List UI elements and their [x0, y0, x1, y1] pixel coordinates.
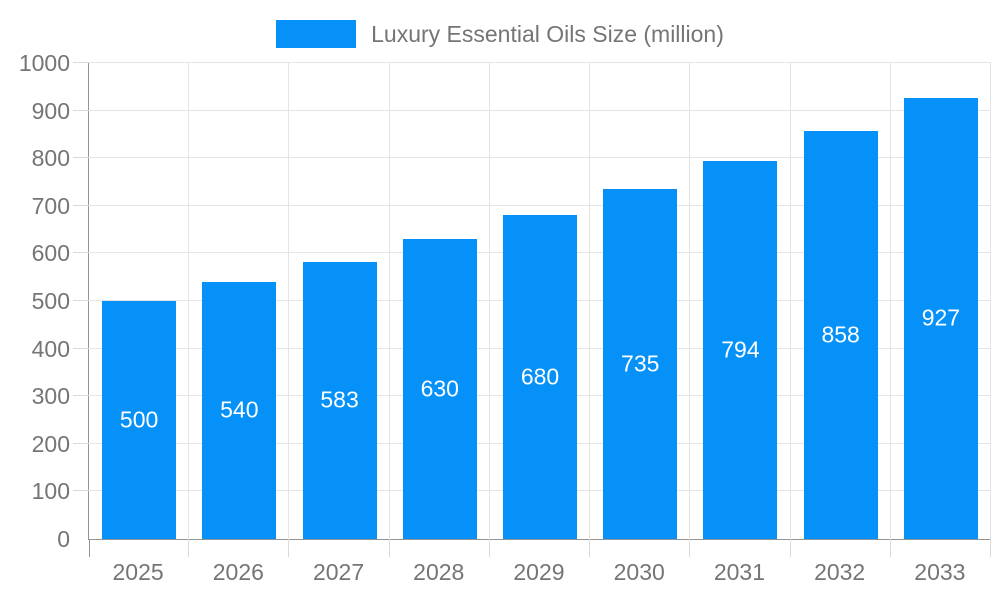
y-axis-tick-label: 100 — [31, 478, 70, 505]
x-axis-tick-label: 2027 — [312, 559, 365, 585]
x-axis-tick-label: 2029 — [513, 559, 565, 585]
x-tick — [990, 539, 991, 557]
x-axis-tick-label: 2033 — [914, 559, 966, 585]
x-axis-tick-label: 2030 — [613, 559, 665, 585]
bar-2029[interactable]: 680 — [503, 215, 577, 539]
y-axis-tick-label: 0 — [57, 526, 70, 552]
y-tick — [73, 395, 89, 397]
bar-value-label: 927 — [921, 304, 961, 331]
y-tick — [73, 204, 89, 206]
x-axis-labels: 2025 2026 2027 2028 2029 2030 2031 2032 2033 — [88, 557, 990, 589]
y-axis-tick-label: 700 — [31, 192, 70, 219]
bar-value-label: 583 — [320, 386, 359, 413]
bar-2030[interactable]: 735 — [603, 189, 678, 539]
y-gridline — [89, 62, 991, 63]
bar-value-label: 540 — [220, 396, 259, 423]
y-tick — [73, 62, 89, 63]
y-axis-tick-label: 400 — [31, 335, 70, 362]
y-tick — [73, 300, 89, 301]
legend-label[interactable]: Luxury Essential Oils Size (million) — [371, 21, 724, 47]
y-tick — [73, 442, 89, 444]
y-tick — [73, 157, 89, 159]
y-axis-tick-label: 1000 — [18, 50, 70, 76]
x-gridline — [288, 63, 290, 539]
y-gridline — [89, 204, 991, 206]
x-tick — [188, 539, 190, 557]
bar-value-label: 630 — [420, 375, 459, 402]
bar-value-label: 735 — [621, 350, 660, 377]
x-gridline — [488, 63, 490, 539]
chart-legend: Luxury Essential Oils Size (million) — [0, 18, 1000, 50]
y-tick — [73, 109, 89, 111]
bar-2028[interactable]: 630 — [402, 239, 477, 539]
bar-2026[interactable]: 540 — [202, 281, 277, 539]
x-axis-tick-label: 2031 — [713, 559, 766, 585]
y-axis-labels: 0 100 200 300 400 500 600 700 800 900 1000 — [0, 0, 70, 600]
y-gridline — [89, 157, 991, 159]
x-axis-tick-label: 2032 — [814, 559, 866, 585]
y-axis-tick-label: 500 — [31, 288, 70, 314]
x-gridline — [388, 63, 390, 539]
x-gridline — [188, 63, 190, 539]
x-tick — [388, 539, 390, 557]
x-axis-tick-label: 2028 — [413, 559, 465, 585]
y-axis-tick-label: 800 — [31, 145, 70, 172]
y-gridline — [89, 109, 991, 111]
legend-swatch-icon[interactable] — [276, 20, 357, 48]
y-tick — [73, 347, 89, 349]
x-tick — [288, 539, 290, 557]
y-tick — [73, 252, 89, 254]
bar-value-label: 680 — [520, 363, 560, 390]
x-tick — [889, 539, 891, 557]
bar-value-label: 858 — [821, 321, 860, 348]
y-axis-tick-label: 900 — [31, 97, 70, 124]
x-tick — [488, 539, 490, 557]
x-gridline — [990, 63, 991, 539]
bar-2032[interactable]: 858 — [803, 130, 878, 539]
y-axis-tick-label: 200 — [31, 430, 70, 457]
y-tick — [73, 490, 89, 492]
bar-2033[interactable]: 927 — [903, 97, 978, 539]
x-tick — [789, 539, 791, 557]
bar-2025[interactable]: 500 — [102, 301, 177, 539]
x-axis-tick-label: 2026 — [212, 559, 264, 585]
bar-2027[interactable]: 583 — [302, 261, 377, 539]
y-axis-tick-label: 600 — [31, 240, 70, 267]
x-axis-tick-label: 2025 — [112, 559, 164, 585]
y-axis-tick-label: 300 — [31, 383, 70, 410]
x-gridline — [789, 63, 791, 539]
x-tick — [589, 539, 591, 557]
x-gridline — [689, 63, 691, 539]
bar-2031[interactable]: 794 — [703, 161, 778, 539]
x-gridline — [589, 63, 591, 539]
bar-value-label: 794 — [721, 336, 760, 363]
bar-value-label: 500 — [119, 406, 159, 433]
x-tick — [89, 539, 90, 557]
x-tick — [689, 539, 691, 557]
x-gridline — [889, 63, 891, 539]
plot-area: 500 540 583 630 680 735 794 858 927 — [73, 62, 991, 557]
